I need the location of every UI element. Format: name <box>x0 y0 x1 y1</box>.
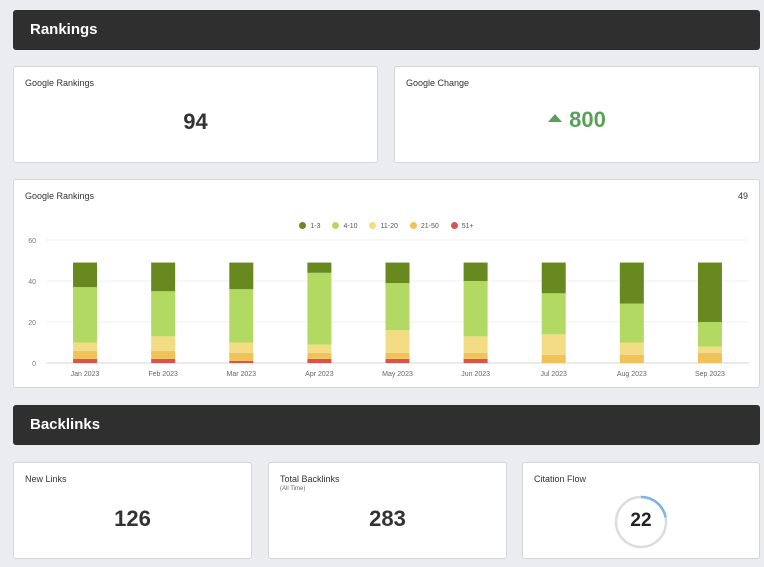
bar-segment-21-50[interactable] <box>73 350 98 359</box>
bar-segment-11-20[interactable] <box>229 342 254 353</box>
legend-item-21-50[interactable]: 21-50 <box>409 222 439 230</box>
chart-count: 49 <box>737 191 748 201</box>
bar-segment-4-10[interactable] <box>697 322 722 347</box>
bar-segment-51+[interactable] <box>151 358 176 363</box>
citation-flow-value: 22 <box>630 510 652 531</box>
bar-segment-11-20[interactable] <box>307 344 332 353</box>
legend-dot <box>332 222 340 229</box>
bar-segment-4-10[interactable] <box>619 303 644 343</box>
bar-segment-1-3[interactable] <box>307 262 332 273</box>
x-tick-label: Aug 2023 <box>617 371 647 378</box>
google-change-card: Google Change 800 <box>394 66 760 163</box>
bar-segment-1-3[interactable] <box>463 262 488 281</box>
total-backlinks-card: Total Backlinks (All Time) 283 <box>268 462 507 559</box>
bar-segment-21-50[interactable] <box>697 352 722 363</box>
rankings-title: Rankings <box>30 21 98 38</box>
bar-segment-4-10[interactable] <box>307 272 332 345</box>
bar-segment-11-20[interactable] <box>151 336 176 351</box>
legend-label: 51+ <box>461 223 474 230</box>
bar-segment-11-20[interactable] <box>463 336 488 353</box>
bar-segment-51+[interactable] <box>229 360 254 363</box>
bar-segment-4-10[interactable] <box>385 283 410 331</box>
bar-segment-1-3[interactable] <box>619 262 644 304</box>
chart-legend: 1-3 4-10 11-20 21-50 51+ <box>14 222 759 230</box>
bar-segment-1-3[interactable] <box>229 262 254 290</box>
google-rankings-card: Google Rankings 94 <box>13 66 378 163</box>
legend-dot <box>450 222 458 229</box>
bar-segment-11-20[interactable] <box>541 334 566 355</box>
bar-segment-21-50[interactable] <box>385 352 410 359</box>
bar-segment-4-10[interactable] <box>229 289 254 343</box>
up-arrow-icon <box>548 114 563 122</box>
google-rankings-value: 94 <box>183 109 208 134</box>
bar-segment-11-20[interactable] <box>73 342 98 351</box>
bar-segment-1-3[interactable] <box>385 262 410 284</box>
legend-item-1-3[interactable]: 1-3 <box>299 222 320 230</box>
bar-segment-21-50[interactable] <box>463 352 488 359</box>
x-tick-label: May 2023 <box>382 371 413 378</box>
google-rankings-title: Google Rankings <box>25 78 95 88</box>
legend-label: 1-3 <box>310 223 321 230</box>
google-rankings-chart-card: Google Rankings 49 1-3 4-10 11-20 21-50 51+ … <box>13 179 760 388</box>
y-tick-label: 40 <box>28 279 36 286</box>
legend-item-11-20[interactable]: 11-20 <box>369 222 398 230</box>
legend-dot <box>299 222 307 229</box>
bar-segment-11-20[interactable] <box>697 346 722 353</box>
new-links-card: New Links 126 <box>13 462 252 559</box>
x-tick-label: Apr 2023 <box>305 371 334 378</box>
x-tick-label: Sep 2023 <box>695 371 725 378</box>
new-links-title: New Links <box>25 474 67 484</box>
bar-segment-4-10[interactable] <box>73 287 98 343</box>
backlinks-section-header: Backlinks <box>13 405 760 445</box>
x-tick-label: Jan 2023 <box>71 371 100 378</box>
rankings-section-header: Rankings <box>13 10 760 50</box>
google-change-title: Google Change <box>406 78 470 88</box>
y-tick-label: 60 <box>28 238 36 245</box>
x-tick-label: Feb 2023 <box>148 371 178 378</box>
bar-segment-21-50[interactable] <box>229 352 254 361</box>
y-tick-label: 20 <box>28 320 36 327</box>
bar-segment-11-20[interactable] <box>385 330 410 353</box>
x-tick-label: Jun 2023 <box>461 371 490 378</box>
bar-segment-51+[interactable] <box>385 358 410 363</box>
bar-segment-51+[interactable] <box>307 358 332 363</box>
bar-segment-4-10[interactable] <box>151 291 176 337</box>
legend-label: 11-20 <box>380 223 398 230</box>
rankings-chart: 0 20 40 60 Jan 2023 Feb 2023 Mar 2023 Apr 2023 M… <box>28 238 749 378</box>
bar-segment-1-3[interactable] <box>697 262 722 322</box>
chart-title: Google Rankings <box>25 191 95 201</box>
google-change-value: 800 <box>569 107 606 132</box>
legend-label: 21-50 <box>420 223 439 230</box>
bar-segment-51+[interactable] <box>73 358 98 363</box>
y-tick-label: 0 <box>32 361 36 368</box>
legend-label: 4-10 <box>343 223 358 230</box>
bar-segment-21-50[interactable] <box>541 354 566 363</box>
citation-flow-title: Citation Flow <box>534 474 587 484</box>
bar-segment-21-50[interactable] <box>307 352 332 359</box>
bar-segment-1-3[interactable] <box>73 262 98 288</box>
bar-segment-21-50[interactable] <box>619 354 644 363</box>
legend-dot <box>409 222 417 229</box>
total-backlinks-title: Total Backlinks <box>280 474 340 484</box>
total-backlinks-value: 283 <box>369 506 406 531</box>
bar-segment-51+[interactable] <box>463 358 488 363</box>
legend-dot <box>369 222 377 229</box>
bar-segment-21-50[interactable] <box>151 350 176 359</box>
gauge-progress-arc <box>614 495 668 549</box>
total-backlinks-subtitle: (All Time) <box>280 486 306 492</box>
legend-item-4-10[interactable]: 4-10 <box>332 222 357 230</box>
x-tick-label: Mar 2023 <box>226 371 256 378</box>
google-change-display: 800 <box>395 107 759 133</box>
bar-segment-1-3[interactable] <box>151 262 176 292</box>
citation-flow-gauge: 22 <box>614 495 668 549</box>
backlinks-title: Backlinks <box>30 416 101 433</box>
new-links-value: 126 <box>114 506 151 531</box>
bar-segment-1-3[interactable] <box>541 262 566 294</box>
bar-segment-11-20[interactable] <box>619 342 644 355</box>
legend-item-51+[interactable]: 51+ <box>450 222 474 230</box>
x-tick-label: Jul 2023 <box>540 371 567 378</box>
bar-segment-4-10[interactable] <box>541 293 566 335</box>
citation-flow-card: Citation Flow 22 <box>522 462 760 559</box>
bar-segment-4-10[interactable] <box>463 281 488 337</box>
